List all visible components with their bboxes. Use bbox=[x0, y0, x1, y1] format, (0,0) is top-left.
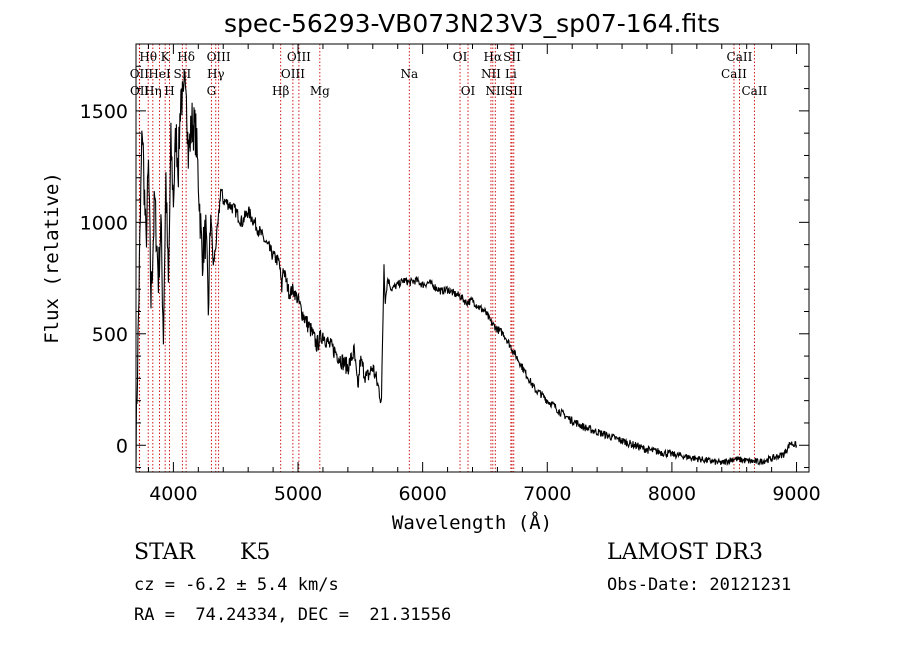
y-tick-label: 1000 bbox=[80, 212, 128, 234]
line-label: Li bbox=[505, 67, 517, 81]
line-label: OI bbox=[453, 50, 468, 64]
line-label: CaII bbox=[727, 50, 753, 64]
line-label: SII bbox=[503, 50, 521, 64]
line-label: CaII bbox=[741, 84, 767, 98]
x-tick-label: 5000 bbox=[274, 483, 322, 505]
line-label: Na bbox=[400, 67, 418, 81]
line-label: OIII bbox=[281, 67, 305, 81]
line-label: Hη bbox=[144, 84, 162, 98]
line-label: Hγ bbox=[207, 67, 225, 81]
line-label: NII bbox=[481, 67, 501, 81]
line-label: G bbox=[207, 84, 217, 98]
spectrum-line bbox=[135, 71, 798, 470]
line-label: Mg bbox=[310, 84, 330, 98]
x-tick-label: 6000 bbox=[398, 483, 446, 505]
line-label: Hθ bbox=[139, 50, 157, 64]
line-label: OII bbox=[130, 84, 150, 98]
line-label: SII bbox=[174, 67, 192, 81]
line-label: K bbox=[161, 50, 171, 64]
y-tick-label: 0 bbox=[116, 435, 128, 457]
x-axis-label: Wavelength (Å) bbox=[392, 511, 552, 534]
line-label: OIII bbox=[287, 50, 311, 64]
line-label: OIII bbox=[207, 50, 231, 64]
line-label: Hδ bbox=[177, 50, 195, 64]
object-class: STAR bbox=[134, 540, 196, 565]
line-label: OII bbox=[130, 67, 150, 81]
line-markers bbox=[138, 44, 755, 472]
y-tick-label: 500 bbox=[92, 324, 128, 346]
object-subclass: K5 bbox=[240, 540, 270, 565]
x-tick-label: 4000 bbox=[149, 483, 197, 505]
line-label: Hα bbox=[484, 50, 503, 64]
line-label: H bbox=[164, 84, 174, 98]
redshift-text: cz = -6.2 ± 5.4 km/s bbox=[134, 575, 339, 595]
line-label: HeI bbox=[148, 67, 171, 81]
chart-title: spec-56293-VB073N23V3_sp07-164.fits bbox=[224, 9, 720, 38]
line-label: NII bbox=[485, 84, 505, 98]
line-label: SII bbox=[505, 84, 523, 98]
obs-date: Obs-Date: 20121231 bbox=[607, 575, 791, 595]
line-label: CaII bbox=[721, 67, 747, 81]
y-axis-label: Flux (relative) bbox=[41, 172, 63, 344]
x-tick-label: 8000 bbox=[648, 483, 696, 505]
plot-frame bbox=[135, 43, 810, 473]
x-tick-label: 7000 bbox=[523, 483, 571, 505]
y-tick-label: 1500 bbox=[80, 101, 128, 123]
x-tick-label: 9000 bbox=[772, 483, 820, 505]
x-axis-ticks: 4000 5000 6000 7000 8000 9000 bbox=[147, 44, 821, 505]
y-axis-ticks: 0 500 1000 1500 bbox=[80, 65, 809, 469]
radec-text: RA = 74.24334, DEC = 21.31556 bbox=[134, 605, 451, 625]
line-label: OI bbox=[461, 84, 476, 98]
line-label: Hβ bbox=[272, 84, 289, 98]
survey-name: LAMOST DR3 bbox=[607, 540, 763, 565]
